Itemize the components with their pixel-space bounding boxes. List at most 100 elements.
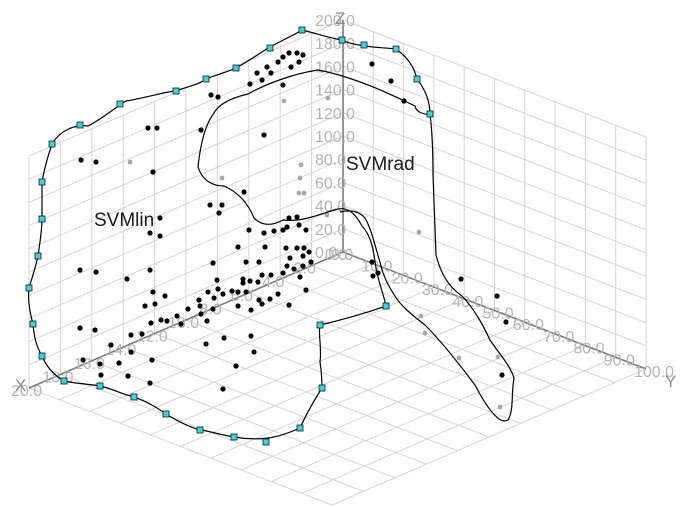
data-point [139,331,145,337]
x-tick-label: 12.0 [137,329,168,346]
grid-back-wall [28,19,344,389]
data-point [125,373,131,379]
data-point [98,372,104,378]
data-point [243,289,249,295]
data-point [92,327,98,333]
data-point [158,317,164,323]
grid-line [28,112,344,250]
grid-line [28,89,344,227]
y-tick-label: 60.0 [513,317,544,334]
z-tick-label: 40.0 [315,199,346,216]
data-point [296,222,302,228]
y-tick-label: 80.0 [573,341,604,358]
data-point [240,280,246,286]
data-point [148,320,154,326]
data-point [306,249,312,255]
data-point [280,82,286,88]
data-point [301,245,307,251]
data-points [77,50,509,410]
region-handle [262,438,270,446]
data-point [248,333,254,339]
x-tick-label: 2.0 [294,261,316,278]
region-handle [162,410,170,418]
region-handle [202,75,210,83]
region-handle [413,75,421,83]
region-handle [298,26,306,34]
x-tick-label: 18.0 [42,369,73,386]
region-label-svmrad: SVMrad [346,154,415,175]
data-point [324,212,330,218]
data-point [157,233,163,239]
data-point [197,303,203,309]
region-handle [232,64,240,72]
region-handle [34,252,42,260]
data-point [235,289,241,295]
data-point [203,341,209,347]
data-point [210,260,216,266]
grid-line [180,310,495,447]
region-handle [338,36,346,44]
region-handle [38,352,46,360]
data-point [215,286,221,292]
region-handle [426,110,434,118]
region-handle [38,178,46,186]
data-point [147,230,153,236]
region-handle [230,433,238,441]
grid-line [123,346,427,465]
data-point [297,274,303,280]
grid-line [60,373,364,492]
z-tick-label: 140.0 [315,83,355,100]
data-point [259,272,265,278]
data-point [300,52,306,58]
tick-labels: 20.018.016.014.012.010.08.06.04.02.00.00… [11,13,674,400]
data-point [294,214,300,220]
grid-line [28,135,344,273]
region-label-svmlin: SVMlin [94,210,154,231]
data-point [198,311,204,317]
y-tick-label: 30.0 [422,282,453,299]
region-handle [360,41,368,49]
data-point [220,291,226,297]
data-point [256,259,262,265]
data-point [116,360,122,366]
x-tick-label: 0.0 [325,247,347,264]
grid-line [154,333,458,452]
y-tick-label: 10.0 [361,259,392,276]
data-point [275,291,281,297]
grid-line [210,321,525,459]
region-handle [116,100,124,108]
data-point [221,335,227,341]
data-point [275,59,281,65]
data-point [78,157,84,163]
region-handle [48,140,56,148]
grid-line [271,345,586,483]
data-point [284,224,290,230]
data-point [259,301,265,307]
data-point [369,61,375,67]
data-point [178,321,184,327]
data-point [127,159,133,165]
data-point [288,64,294,70]
data-point [300,253,306,259]
data-point [369,259,375,265]
data-point [248,307,254,313]
data-point [268,272,274,278]
data-point [499,372,505,378]
data-point [154,125,160,131]
grid-line [342,135,647,254]
data-point [268,70,274,76]
data-point [291,266,297,272]
grid-line [342,19,647,138]
data-point [286,215,292,221]
region-handle [196,426,204,434]
y-tick-label: 20.0 [392,270,423,287]
data-point [220,386,226,392]
data-point [255,279,261,285]
region-handle [25,284,33,292]
data-point [247,81,253,87]
data-point [456,355,462,361]
data-point [93,269,99,275]
y-axis-label: Y [665,372,676,391]
z-tick-label: 200.0 [315,13,355,30]
grid-line [28,65,344,203]
